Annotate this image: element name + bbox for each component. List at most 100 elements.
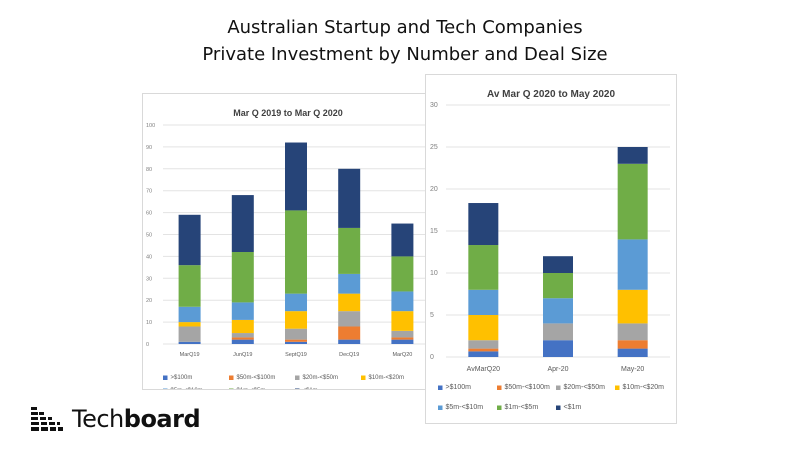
bar-segment <box>178 214 201 266</box>
logo-wordmark: Techboard <box>72 405 201 433</box>
legend-swatch <box>438 385 443 390</box>
bar-segment <box>285 293 307 312</box>
y-tick-label: 30 <box>146 276 152 282</box>
bar-segment <box>285 339 307 342</box>
legend-swatch <box>438 405 443 410</box>
legend-label: <$1m <box>303 388 318 389</box>
bar-segment <box>178 306 201 323</box>
bar-segment <box>178 322 201 327</box>
bar-segment <box>391 337 414 340</box>
main-title: Australian Startup and Tech Companies Pr… <box>0 14 810 68</box>
chart-quarterly: Mar Q 2019 to Mar Q 2020 0 10 20 30 40 50 60 70 8… <box>146 108 429 394</box>
chart-panel-quarterly: Mar Q 2019 to Mar Q 2020 0 10 20 30 40 50 60 70 8… <box>142 93 434 394</box>
x-tick-label: SeptQ19 <box>285 352 307 358</box>
bar-segment <box>617 163 648 240</box>
bar-segment <box>391 223 414 257</box>
x-tick-label: May-20 <box>621 366 644 373</box>
y-tick-label: 30 <box>430 102 438 109</box>
bar-segment <box>617 348 648 357</box>
bar-segment <box>338 227 361 274</box>
bar-segment <box>391 256 414 292</box>
legend-label: <$1m <box>564 404 582 411</box>
y-tick-label: 10 <box>146 320 152 326</box>
bar-segment <box>285 311 307 329</box>
legend-swatch <box>163 375 168 380</box>
legend-label: >$100m <box>446 384 472 391</box>
legend-swatch <box>497 405 502 410</box>
legend-swatch <box>556 385 561 390</box>
bar-segment <box>468 315 499 341</box>
bar-segment <box>468 348 499 352</box>
legend-swatch <box>361 375 366 380</box>
x-tick-label: DecQ19 <box>339 352 359 358</box>
bar-segment <box>338 273 361 294</box>
y-tick-label: 70 <box>146 189 152 195</box>
title-line-2: Private Investment by Number and Deal Si… <box>202 44 608 65</box>
legend-label: >$100m <box>171 375 193 381</box>
legend-label: $5m-<$10m <box>171 388 203 389</box>
title-line-1: Australian Startup and Tech Companies <box>227 17 583 38</box>
bar-segment <box>617 340 648 349</box>
bar-segment <box>285 142 307 211</box>
bar-segment <box>285 210 307 294</box>
bar-segment <box>338 326 361 340</box>
bar-segment <box>178 326 201 342</box>
legend-swatch <box>295 375 300 380</box>
techboard-grid-icon <box>31 407 63 431</box>
y-tick-label: 5 <box>430 312 434 319</box>
legend-label: $50m-<$100m <box>237 375 276 381</box>
bar-segment <box>468 289 499 315</box>
bar-segment <box>543 256 573 273</box>
y-tick-label: 40 <box>146 254 152 260</box>
bar-segment <box>231 333 254 338</box>
techboard-logo: Techboard <box>30 405 201 433</box>
bar-segment <box>231 195 254 253</box>
bar-segment <box>231 252 254 303</box>
bar-segment <box>391 291 414 312</box>
bar-segment <box>391 339 414 344</box>
bar-segment <box>617 289 648 324</box>
legend-swatch <box>295 388 300 393</box>
y-tick-label: 50 <box>146 233 152 239</box>
x-tick-label: JunQ19 <box>233 352 252 358</box>
bar-segment <box>543 298 573 324</box>
chart-monthly: Av Mar Q 2020 to May 2020 0 5 10 15 20 25 30 AvM… <box>430 89 670 411</box>
y-tick-label: 20 <box>146 298 152 304</box>
bar-segment <box>391 311 414 331</box>
x-tick-label: Apr-20 <box>547 366 568 373</box>
legend-swatch <box>229 388 234 393</box>
legend-label: $50m-<$100m <box>505 384 551 391</box>
bar-segment <box>338 168 361 228</box>
bar-segment <box>231 337 254 340</box>
legend-swatch <box>229 375 234 380</box>
y-tick-label: 0 <box>430 354 434 361</box>
chart-title: Mar Q 2019 to Mar Q 2020 <box>233 108 343 118</box>
bar-segment <box>338 311 361 327</box>
bar-segment <box>285 341 307 344</box>
legend-label: $20m-<$50m <box>564 384 606 391</box>
legend-swatch <box>615 385 620 390</box>
bar-segment <box>468 351 499 357</box>
bar-segment <box>338 293 361 312</box>
chart-panel-monthly: Av Mar Q 2020 to May 2020 0 5 10 15 20 25 30 AvM… <box>425 74 677 424</box>
x-tick-label: MarQ19 <box>180 352 200 358</box>
y-tick-label: 80 <box>146 167 152 173</box>
y-tick-label: 100 <box>146 123 155 129</box>
y-tick-label: 25 <box>430 144 438 151</box>
y-tick-label: 10 <box>430 270 438 277</box>
legend-swatch <box>163 388 168 393</box>
x-tick-label: MarQ20 <box>392 352 412 358</box>
y-tick-label: 20 <box>430 186 438 193</box>
bar-segment <box>617 239 648 290</box>
legend-swatch <box>556 405 561 410</box>
y-tick-label: 90 <box>146 145 152 151</box>
bar-segment <box>285 328 307 340</box>
legend-label: $1m-<$5m <box>505 404 539 411</box>
bar-segment <box>231 302 254 320</box>
bar-segment <box>178 265 201 307</box>
bar-segment <box>543 273 573 299</box>
y-tick-label: 15 <box>430 228 438 235</box>
bar-segment <box>391 330 414 338</box>
x-tick-label: AvMarQ20 <box>467 366 500 373</box>
bar-segment <box>617 323 648 341</box>
